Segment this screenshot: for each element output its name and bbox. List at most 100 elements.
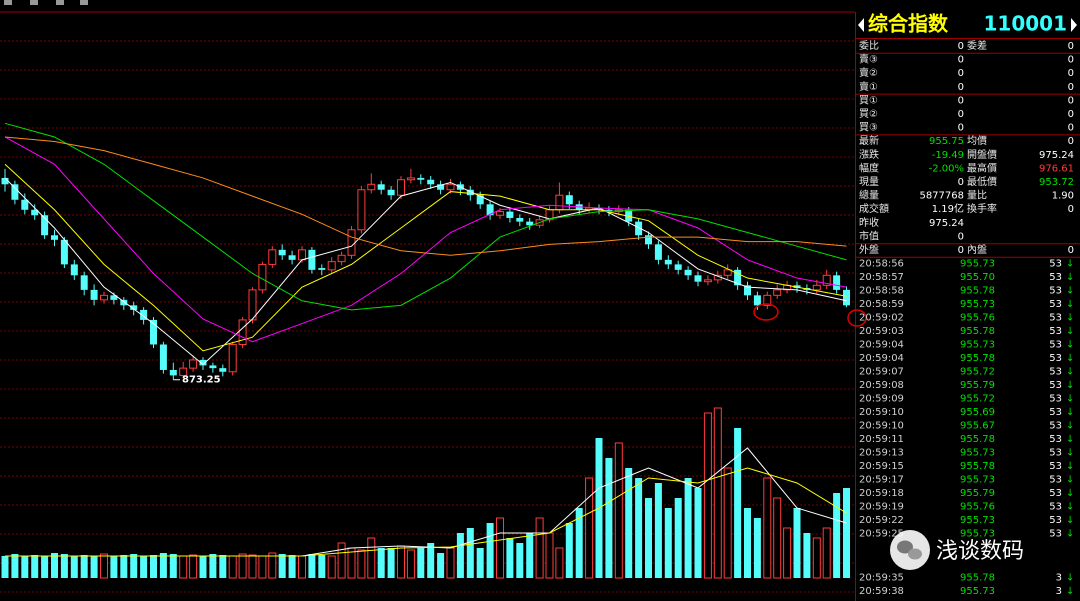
volume-bar — [645, 498, 652, 578]
volume-bar — [456, 533, 464, 578]
tick-price: 955.78 — [960, 326, 995, 337]
tick-direction: ↓ — [1066, 407, 1074, 418]
volume-bar — [406, 549, 415, 579]
candle-body — [367, 183, 376, 191]
candle-body — [744, 285, 751, 296]
candle-body — [496, 211, 504, 216]
volume-bar — [1, 556, 9, 578]
volume-bar — [734, 428, 742, 578]
candle-body — [812, 284, 821, 291]
tick-price: 955.79 — [960, 488, 995, 499]
volume-bar — [110, 556, 118, 578]
book-price: 0 — [958, 82, 964, 93]
quote-value: 0 — [958, 231, 964, 242]
tick-time: 20:59:04 — [859, 353, 904, 364]
volume-bar — [744, 508, 751, 578]
volume-bar — [565, 523, 573, 578]
tick-price: 955.78 — [960, 353, 995, 364]
candle-body — [387, 189, 395, 196]
quote-value: 0 — [1068, 204, 1074, 215]
candle-body — [674, 264, 682, 270]
volume-bar — [773, 497, 782, 579]
quote-label: 換手率 — [967, 202, 997, 215]
candle-body — [526, 221, 534, 226]
quote-value: 0 — [958, 41, 964, 52]
tick-direction: ↓ — [1066, 367, 1074, 378]
volume-bar — [545, 532, 554, 579]
quote-label: 漲跌 — [859, 148, 879, 161]
volume-bar — [228, 555, 237, 579]
volume-bar — [327, 555, 336, 579]
tick-time: 20:59:17 — [859, 475, 904, 486]
quote-label: 量比 — [967, 190, 987, 202]
volume-bar — [337, 542, 346, 579]
tick-time: 20:59:07 — [859, 367, 904, 378]
prev-arrow[interactable] — [858, 18, 864, 32]
volume-bar — [60, 554, 68, 578]
moving-average — [4, 177, 847, 366]
volume-bar — [120, 555, 128, 578]
candle-body — [565, 195, 573, 205]
quote-value: 976.61 — [1039, 163, 1074, 174]
volume-bar — [199, 556, 207, 578]
tick-price: 955.76 — [960, 313, 995, 324]
candle-body — [209, 365, 217, 369]
candle-body — [70, 264, 78, 276]
quote-value: -2.00% — [929, 163, 964, 174]
candle-body — [140, 309, 148, 320]
volume-bar — [812, 537, 821, 579]
tick-time: 20:58:59 — [859, 299, 904, 310]
tool-icon[interactable] — [30, 0, 38, 5]
book-price: 0 — [958, 95, 964, 106]
volume-bar — [605, 458, 613, 578]
book-volume: 0 — [1068, 123, 1074, 134]
chart: 873.25 — [1, 122, 850, 579]
book-label: 買③ — [859, 122, 878, 134]
tick-price: 955.72 — [960, 367, 995, 378]
volume-bar — [446, 547, 455, 579]
tick-volume: 53 — [1049, 529, 1062, 540]
tick-direction: ↓ — [1066, 259, 1074, 270]
candle-body — [723, 269, 732, 276]
tick-time: 20:59:35 — [859, 573, 904, 584]
volume-average — [5, 467, 847, 557]
tick-time: 20:59:38 — [859, 586, 904, 597]
volume-bar — [486, 523, 494, 578]
quote-label: 最高價 — [967, 161, 997, 174]
tick-volume: 53 — [1049, 380, 1062, 391]
tick-price: 955.73 — [960, 529, 995, 540]
highlight-circle — [847, 309, 867, 327]
tick-price: 955.73 — [960, 340, 995, 351]
volume-bar — [535, 517, 544, 579]
next-arrow[interactable] — [1071, 18, 1077, 32]
tick-direction: ↓ — [1066, 488, 1074, 499]
volume-bar — [100, 553, 108, 579]
tick-volume: 53 — [1049, 407, 1062, 418]
volume-bar — [169, 554, 177, 578]
tick-time: 20:59:03 — [859, 326, 904, 337]
tick-direction: ↓ — [1066, 353, 1074, 364]
tick-direction: ↓ — [1066, 340, 1074, 351]
tick-direction: ↓ — [1066, 380, 1074, 391]
tick-time: 20:59:13 — [859, 448, 904, 459]
candle-body — [446, 183, 455, 191]
tick-price: 955.73 — [960, 299, 995, 310]
index-name: 综合指数 — [868, 12, 949, 36]
tool-icon[interactable] — [56, 0, 64, 5]
tick-direction: ↓ — [1066, 502, 1074, 513]
tool-icon[interactable] — [80, 0, 88, 5]
volume-bar — [70, 556, 78, 578]
volume-bar — [793, 508, 801, 578]
candle-body — [308, 249, 316, 270]
volume-bar — [555, 547, 564, 579]
candle-body — [31, 209, 39, 216]
candle-body — [843, 289, 850, 306]
tick-time: 20:59:22 — [859, 515, 904, 526]
tool-icon[interactable] — [4, 0, 12, 5]
grid — [0, 40, 855, 593]
candle-body — [298, 249, 306, 261]
candle-body — [219, 368, 227, 372]
tick-volume: 53 — [1049, 353, 1062, 364]
tick-time: 20:59:08 — [859, 380, 904, 391]
candle-body — [169, 369, 177, 376]
